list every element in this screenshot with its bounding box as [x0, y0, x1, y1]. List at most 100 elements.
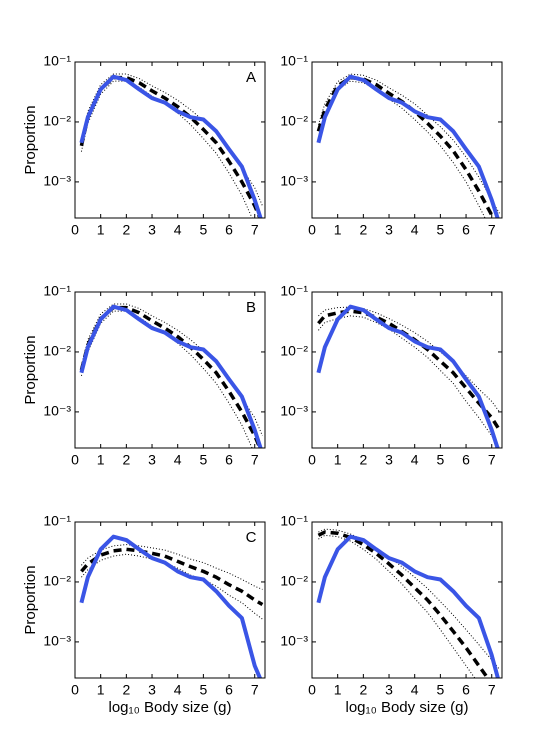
x-tick-label: 4 [174, 682, 182, 698]
y-tick-label: 10⁻³ [43, 633, 71, 649]
line-dotted [318, 315, 500, 448]
x-tick-label: 0 [71, 222, 79, 238]
y-tick-label: 10⁻² [280, 113, 308, 129]
x-tick-label: 0 [308, 452, 316, 468]
panel-label: B [246, 299, 256, 316]
y-tick-label: 10⁻² [43, 573, 71, 589]
x-tick-label: 4 [411, 222, 419, 238]
axes-box [74, 61, 266, 219]
line-dotted [318, 306, 500, 413]
line-dashed [79, 75, 262, 218]
x-tick-label: 3 [148, 452, 156, 468]
y-tick-label: 10⁻¹ [280, 513, 308, 529]
subplot: 0 1 2 3 4 5 6 7 10⁻³ 10⁻² 10⁻¹ B Proportion [22, 283, 266, 468]
x-tick-label: 1 [97, 452, 105, 468]
line-solid [79, 74, 263, 218]
line-dotted [318, 528, 500, 670]
x-tick-label: 1 [334, 682, 342, 698]
x-tick-label: 5 [199, 682, 207, 698]
x-tick-label: 0 [71, 452, 79, 468]
line-solid [316, 74, 500, 218]
axes-box [74, 521, 266, 679]
y-axis-label: Proportion [22, 335, 39, 404]
line-solid [316, 534, 500, 678]
y-axis-label: Proportion [22, 105, 39, 174]
x-tick-label: 1 [334, 222, 342, 238]
x-tick-label: 4 [174, 452, 182, 468]
axes-box [311, 291, 503, 449]
x-tick-label: 7 [488, 222, 496, 238]
axes-box [311, 61, 503, 219]
x-tick-label: 7 [251, 682, 259, 698]
x-tick-label: 3 [385, 452, 393, 468]
line-dotted [80, 303, 263, 436]
line-dotted [318, 534, 476, 678]
line-solid [79, 534, 263, 678]
y-tick-label: 10⁻¹ [43, 513, 71, 529]
x-tick-label: 5 [436, 222, 444, 238]
axes-box [74, 291, 266, 449]
x-tick-label: 7 [488, 682, 496, 698]
panel-label: C [246, 529, 257, 546]
x-tick-label: 3 [148, 682, 156, 698]
x-tick-label: 2 [122, 452, 130, 468]
x-tick-label: 5 [199, 222, 207, 238]
line-dashed [317, 309, 501, 431]
series-group [79, 534, 264, 678]
x-tick-label: 6 [462, 682, 470, 698]
x-tick-label: 2 [359, 222, 367, 238]
x-tick-label: 3 [385, 682, 393, 698]
line-dotted [81, 553, 263, 620]
x-tick-label: 6 [462, 222, 470, 238]
x-tick-label: 4 [411, 452, 419, 468]
y-tick-label: 10⁻¹ [43, 53, 71, 69]
y-tick-label: 10⁻¹ [280, 53, 308, 69]
x-tick-label: 0 [71, 682, 79, 698]
axes-box [311, 521, 503, 679]
series-group [316, 73, 500, 218]
subplot: 0 1 2 3 4 5 6 7 10⁻³ 10⁻² 10⁻¹ [280, 283, 503, 468]
x-tick-label: 6 [225, 452, 233, 468]
y-tick-label: 10⁻³ [43, 403, 71, 419]
x-tick-label: 0 [308, 682, 316, 698]
line-solid [316, 304, 500, 448]
y-tick-label: 10⁻² [43, 113, 71, 129]
x-tick-label: 5 [199, 452, 207, 468]
x-tick-label: 1 [97, 222, 105, 238]
series-group [316, 528, 500, 678]
y-tick-label: 10⁻² [280, 573, 308, 589]
x-tick-label: 2 [359, 682, 367, 698]
x-tick-label: 0 [308, 222, 316, 238]
x-tick-label: 4 [174, 222, 182, 238]
y-tick-label: 10⁻³ [43, 173, 71, 189]
y-tick-label: 10⁻¹ [43, 283, 71, 299]
y-tick-label: 10⁻³ [280, 173, 308, 189]
x-tick-label: 2 [359, 452, 367, 468]
subplot: 0 1 2 3 4 5 6 7 10⁻³ 10⁻² 10⁻¹ log₁₀ Body size (g) [280, 513, 503, 716]
line-dotted [81, 544, 263, 590]
line-dashed [79, 305, 262, 448]
x-tick-label: 6 [462, 452, 470, 468]
subplot: 0 1 2 3 4 5 6 7 10⁻³ 10⁻² 10⁻¹ [280, 53, 503, 238]
x-tick-label: 5 [436, 682, 444, 698]
series-group [79, 303, 263, 448]
line-solid [79, 304, 263, 448]
y-tick-label: 10⁻² [43, 343, 71, 359]
line-dotted [80, 73, 263, 206]
y-tick-label: 10⁻³ [280, 633, 308, 649]
series-group [316, 304, 501, 448]
y-tick-label: 10⁻² [280, 343, 308, 359]
x-tick-label: 1 [97, 682, 105, 698]
x-axis-label: log₁₀ Body size (g) [345, 699, 468, 716]
x-tick-label: 5 [436, 452, 444, 468]
x-axis-label: log₁₀ Body size (g) [108, 699, 231, 716]
x-tick-label: 6 [225, 222, 233, 238]
x-tick-label: 6 [225, 682, 233, 698]
panel-label: A [246, 69, 256, 86]
x-tick-label: 2 [122, 222, 130, 238]
y-axis-label: Proportion [22, 565, 39, 634]
x-tick-label: 3 [148, 222, 156, 238]
subplot: 0 1 2 3 4 5 6 7 10⁻³ 10⁻² 10⁻¹ A Proportion [22, 53, 266, 238]
